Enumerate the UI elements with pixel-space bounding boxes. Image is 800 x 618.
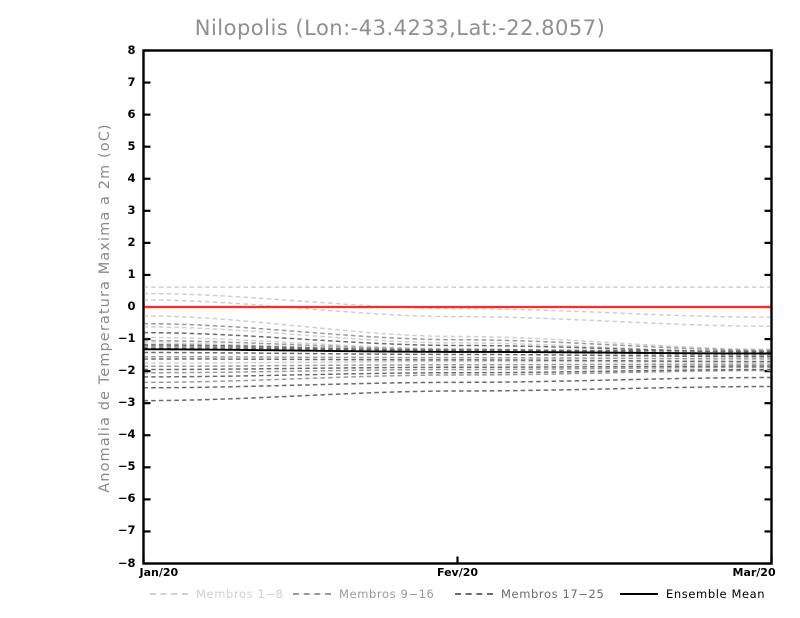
- legend-item: Membros 17−25: [455, 586, 604, 602]
- legend-item: Membros 1−8: [150, 586, 284, 602]
- legend-label: Ensemble Mean: [666, 587, 766, 601]
- legend-label: Membros 1−8: [196, 587, 284, 601]
- x-tick-label: Jan/20: [139, 565, 179, 579]
- series-layer: [144, 286, 771, 402]
- y-tick-label: −3: [117, 395, 136, 410]
- legend-label: Membros 17−25: [501, 587, 605, 601]
- ensemble-mean-layer: [144, 348, 771, 355]
- y-tick-label: 4: [127, 170, 136, 185]
- series-line: [144, 322, 771, 352]
- legend-swatch-icon: [293, 593, 331, 595]
- y-tick-label: −5: [117, 459, 136, 474]
- series-line: [144, 331, 771, 353]
- y-tick-label: 8: [127, 42, 136, 57]
- y-tick-label: 3: [127, 202, 136, 217]
- series-line: [144, 315, 771, 351]
- series-line: [144, 368, 771, 378]
- legend-swatch-icon: [620, 592, 658, 596]
- y-tick-label: 0: [127, 299, 136, 313]
- legend-label: Membros 9−16: [339, 587, 435, 601]
- y-tick-label: 6: [127, 106, 136, 121]
- y-tick-label: −6: [117, 491, 136, 506]
- y-tick-label: 2: [127, 234, 136, 249]
- y-tick-label: −4: [117, 427, 136, 442]
- legend-item: Ensemble Mean: [620, 586, 765, 602]
- page-title: Nilopolis (Lon:-43.4233,Lat:-22.8057): [194, 16, 606, 40]
- y-tick-label: −1: [117, 331, 136, 346]
- y-ticks: [143, 49, 772, 565]
- legend-item: Membros 9−16: [293, 586, 434, 602]
- series-line: [144, 299, 771, 327]
- chart-legend: Membros 1−8 Membros 9−16 Membros 17−25 Ense…: [0, 586, 800, 606]
- y-tick-label: −7: [117, 523, 136, 538]
- y-tick-label: −8: [117, 555, 136, 570]
- legend-swatch-icon: [455, 593, 493, 595]
- x-tick-label: Mar/20: [732, 565, 776, 579]
- ensemble-mean-line: [144, 348, 771, 355]
- series-line: [144, 385, 771, 402]
- x-ticks: [142, 556, 773, 564]
- y-tick-label: 7: [127, 74, 136, 89]
- series-line: [144, 292, 771, 319]
- x-tick-label: Fev/20: [437, 565, 479, 579]
- y-tick-label: 1: [127, 266, 136, 281]
- series-line: [144, 376, 771, 389]
- y-tick-label: 5: [127, 138, 136, 153]
- y-tick-label: −2: [117, 363, 136, 378]
- legend-swatch-icon: [150, 593, 188, 595]
